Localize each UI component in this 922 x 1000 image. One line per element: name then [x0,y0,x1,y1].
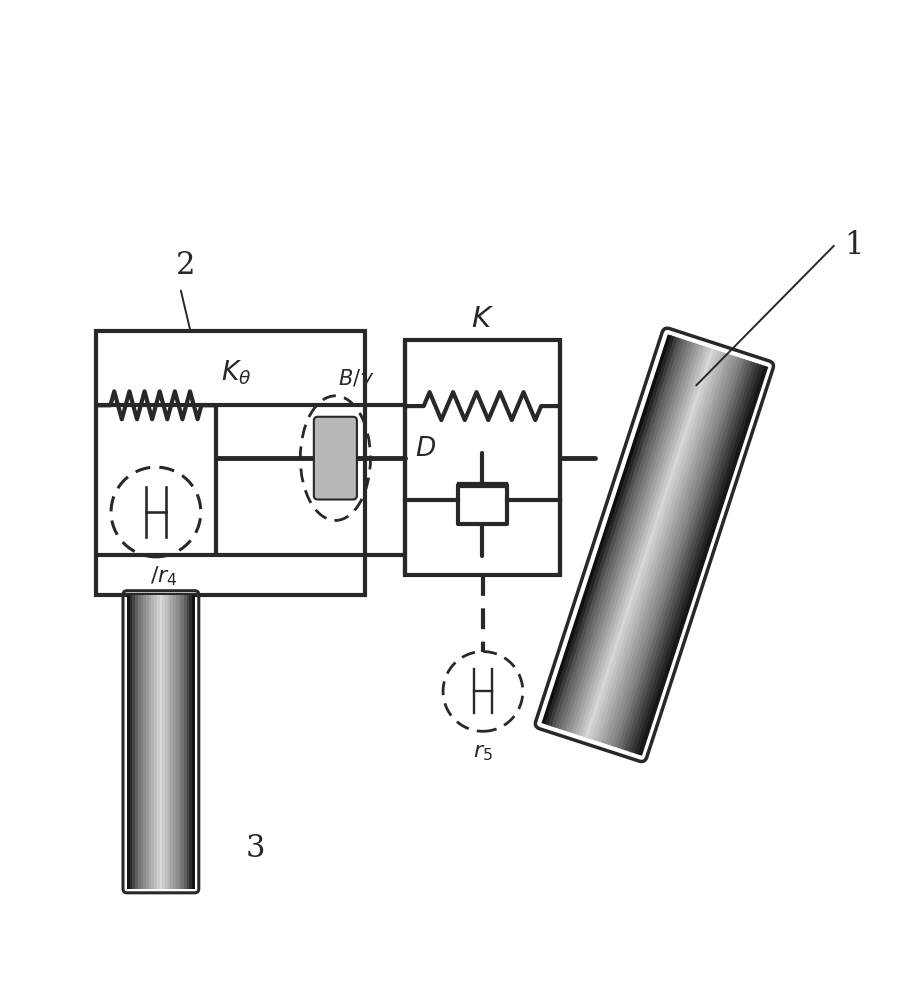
Bar [597,353,728,743]
Bar [157,595,160,889]
Text: $/r_4$: $/r_4$ [150,565,178,588]
Bar [405,340,560,575]
Bar [146,595,149,889]
Bar [138,595,141,889]
Bar [176,595,179,889]
Bar [591,350,722,741]
Bar [588,349,718,740]
Bar [173,595,176,889]
Bar [614,358,745,748]
Bar [561,341,692,731]
Bar [618,359,749,749]
Bar [182,595,184,889]
Bar [186,595,190,889]
Bar [564,342,695,732]
Bar [133,595,136,889]
Bar [634,365,765,755]
Bar [541,334,672,724]
Bar [162,595,165,889]
Bar [624,361,755,751]
Bar [545,335,676,726]
Bar [551,338,682,728]
Text: 3: 3 [245,833,266,864]
Bar [171,595,173,889]
Bar [148,595,152,889]
Bar [595,352,726,742]
Text: $D$: $D$ [415,436,436,461]
Text: $B/\gamma$: $B/\gamma$ [338,367,375,391]
Text: $K$: $K$ [471,305,494,333]
Bar [638,366,768,756]
Bar [140,595,144,889]
FancyBboxPatch shape [313,417,357,500]
Bar [585,348,715,738]
Bar [184,595,187,889]
Text: $K_{\theta}$: $K_{\theta}$ [220,359,251,387]
Bar [611,357,742,747]
Bar [574,345,705,735]
Text: 1: 1 [844,230,863,261]
Bar [631,363,762,754]
Bar [578,346,709,736]
Bar [581,347,712,737]
Bar [558,340,689,730]
Bar [179,595,182,889]
Bar [568,343,699,733]
Bar [96,331,365,595]
Bar [192,595,195,889]
Bar [628,362,759,752]
Text: 2: 2 [176,250,195,281]
Bar [143,595,147,889]
Bar [165,595,168,889]
Bar [621,360,751,750]
Text: $r_5$: $r_5$ [473,741,493,763]
Bar [136,595,138,889]
Bar [151,595,155,889]
Bar [601,354,732,744]
Bar [154,595,158,889]
Bar [572,344,702,734]
Bar [127,595,130,889]
Bar [189,595,193,889]
Bar [168,595,171,889]
Bar [160,595,163,889]
Bar [608,356,739,746]
Bar [555,339,685,729]
Bar [130,595,133,889]
Bar [605,355,735,745]
Bar [548,336,679,727]
